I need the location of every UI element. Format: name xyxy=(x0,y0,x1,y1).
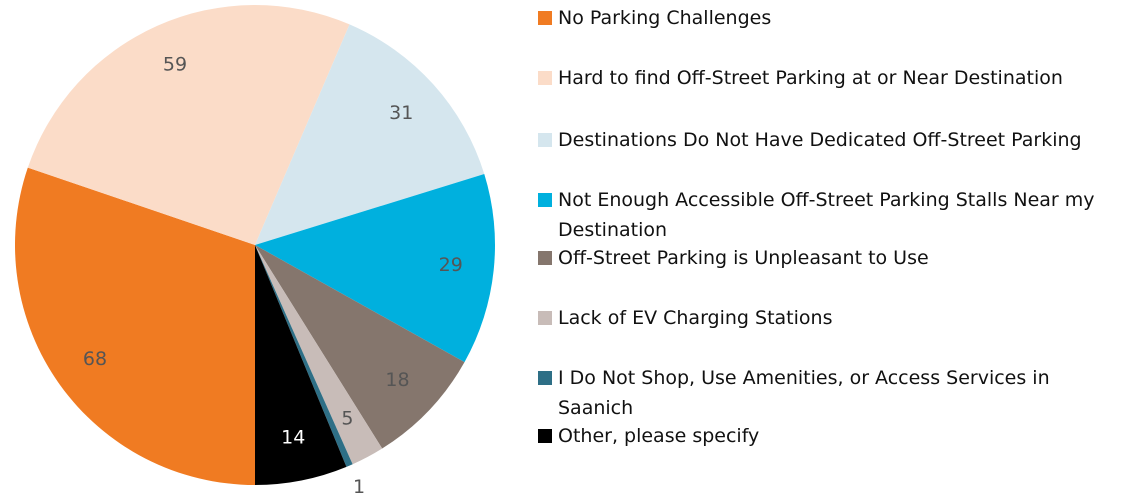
data-label: 14 xyxy=(281,427,305,449)
legend-label: Other, please specify xyxy=(558,425,760,447)
legend-swatch xyxy=(538,251,552,265)
legend-item: Not Enough Accessible Off-Street Parking… xyxy=(538,185,1118,245)
legend-swatch xyxy=(538,71,552,85)
legend-item: Off-Street Parking is Unpleasant to Use xyxy=(538,243,1118,273)
legend-item: Destinations Do Not Have Dedicated Off-S… xyxy=(538,125,1118,155)
data-label: 59 xyxy=(163,54,187,76)
data-label: 18 xyxy=(385,369,409,391)
pie-chart: 68 59 31 29 18 5 1 14 xyxy=(14,5,496,496)
pie-slice xyxy=(255,24,485,246)
legend-swatch xyxy=(538,429,552,443)
pie-slice xyxy=(255,245,383,465)
legend-swatch xyxy=(538,371,552,385)
data-label: 1 xyxy=(353,476,365,496)
pie-slice xyxy=(14,167,256,485)
data-label: 68 xyxy=(83,348,107,370)
legend-swatch xyxy=(538,193,552,207)
pie-slice xyxy=(255,245,347,485)
legend-swatch xyxy=(538,11,552,25)
legend-label: Off-Street Parking is Unpleasant to Use xyxy=(558,247,929,269)
pie-slice xyxy=(255,245,465,449)
legend-swatch xyxy=(538,311,552,325)
data-label: 29 xyxy=(439,254,463,276)
legend-label: Not Enough Accessible Off-Street Parking… xyxy=(558,189,1095,241)
legend-item: Hard to find Off-Street Parking at or Ne… xyxy=(538,63,1118,93)
legend-label: Lack of EV Charging Stations xyxy=(558,307,833,329)
legend-label: Hard to find Off-Street Parking at or Ne… xyxy=(558,67,1063,89)
legend-swatch xyxy=(538,133,552,147)
legend-label: I Do Not Shop, Use Amenities, or Access … xyxy=(558,367,1050,419)
legend-item: No Parking Challenges xyxy=(538,3,1118,33)
pie-slice xyxy=(255,245,353,467)
data-label: 31 xyxy=(389,102,413,124)
legend-item: Other, please specify xyxy=(538,421,1118,451)
legend-label: Destinations Do Not Have Dedicated Off-S… xyxy=(558,129,1082,151)
legend-item: I Do Not Shop, Use Amenities, or Access … xyxy=(538,363,1118,423)
pie-slice xyxy=(255,174,496,363)
data-label: 5 xyxy=(341,407,353,429)
legend-item: Lack of EV Charging Stations xyxy=(538,303,1118,333)
legend-label: No Parking Challenges xyxy=(558,7,772,29)
pie-slice xyxy=(27,5,350,245)
